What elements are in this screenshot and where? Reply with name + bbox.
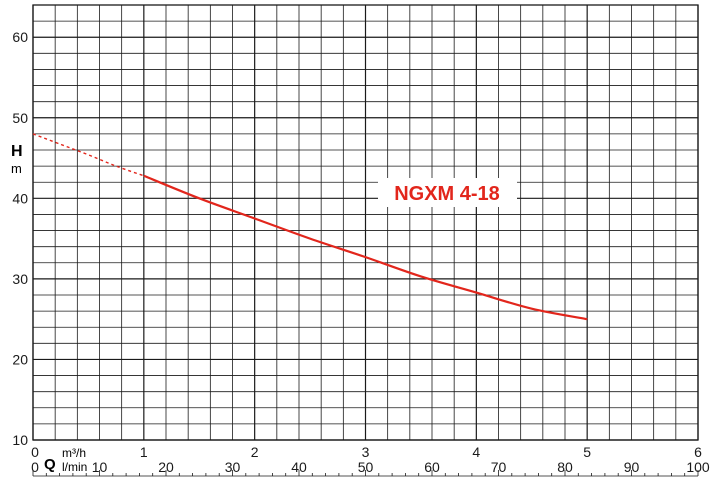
x-axis-unit: m³/h <box>62 446 86 460</box>
x2-minor-ticks <box>32 470 699 477</box>
x2-tick-label: 80 <box>557 459 573 475</box>
plot-frame <box>32 4 699 441</box>
x2-tick-label: 10 <box>92 459 108 475</box>
y-tick-label: 10 <box>12 432 28 448</box>
x-axis-label: Q <box>44 456 56 473</box>
x2-axis-unit: l/min <box>62 460 87 474</box>
x-tick-label: 5 <box>583 444 591 460</box>
x2-tick-label: 40 <box>291 459 307 475</box>
x-tick-label: 4 <box>472 444 480 460</box>
x-tick-label: 0 <box>31 444 39 460</box>
y-tick-label: 60 <box>12 29 28 45</box>
x-tick-label: 6 <box>694 444 702 460</box>
x2-tick-label: 20 <box>158 459 174 475</box>
x2-tick-labels: 0 10 20 30 40 50 60 70 80 90 100 <box>31 459 710 475</box>
y-axis-unit: m <box>11 161 22 176</box>
y-tick-label: 40 <box>12 190 28 206</box>
x-tick-label: 1 <box>140 444 148 460</box>
x-tick-labels: 0 1 2 3 4 5 6 <box>31 444 702 460</box>
x2-tick-label: 30 <box>225 459 241 475</box>
y-axis-label: H <box>11 143 23 160</box>
series-group <box>32 133 588 321</box>
x2-tick-label: 60 <box>424 459 440 475</box>
x-tick-label: 2 <box>251 444 259 460</box>
performance-curve <box>143 174 588 321</box>
x2-tick-label: 90 <box>624 459 640 475</box>
curve-extrapolated-dashed <box>32 133 145 177</box>
x2-tick-label: 50 <box>358 459 374 475</box>
chart-grid <box>32 4 699 441</box>
x-tick-label: 3 <box>362 444 370 460</box>
x2-tick-label: 70 <box>491 459 507 475</box>
x2-tick-label: 100 <box>686 459 710 475</box>
y-tick-label: 50 <box>12 110 28 126</box>
curve-label-background <box>378 178 517 207</box>
x2-tick-label: 0 <box>31 459 39 475</box>
curve-label: NGXM 4-18 <box>394 183 500 205</box>
y-tick-label: 30 <box>12 271 28 287</box>
y-tick-label: 20 <box>12 351 28 367</box>
y-tick-labels: 10 20 30 40 50 60 <box>12 29 28 448</box>
